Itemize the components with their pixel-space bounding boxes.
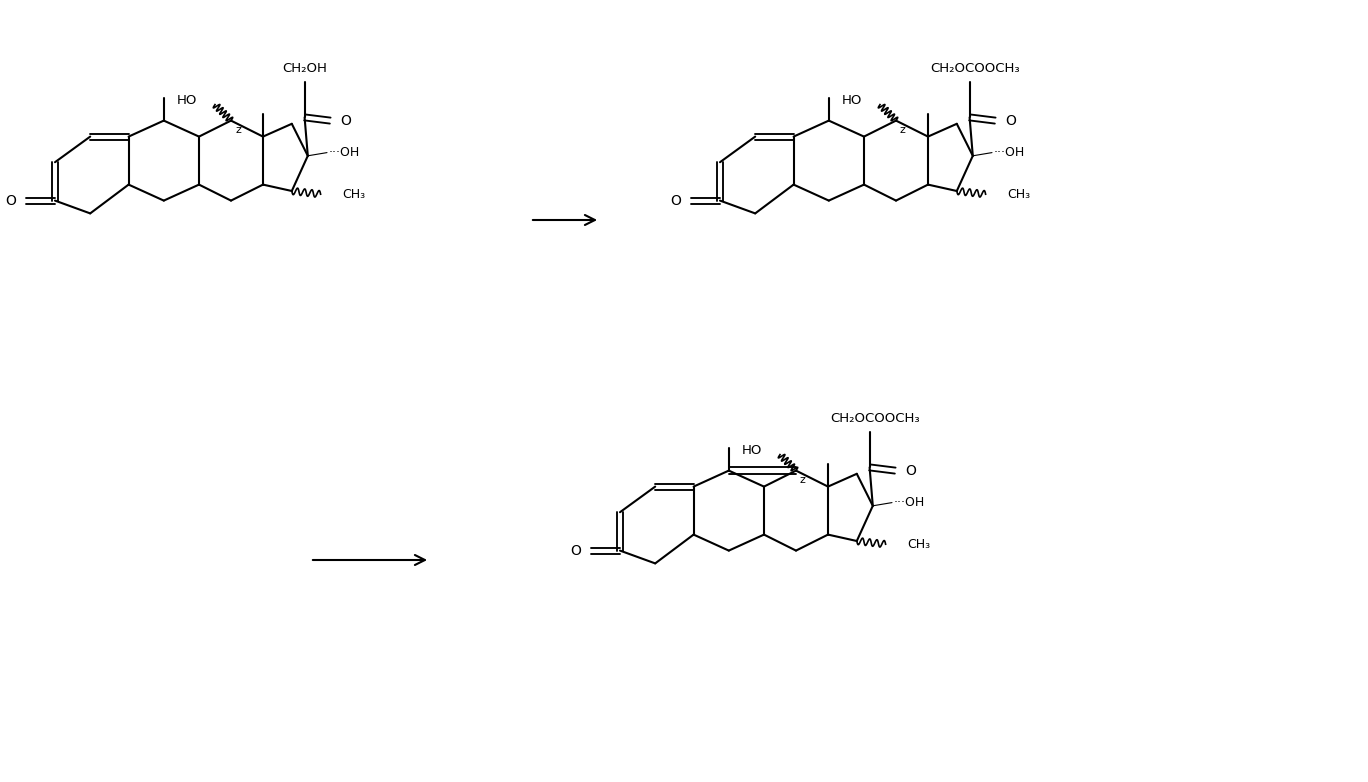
Text: z: z: [235, 124, 241, 135]
Text: O: O: [906, 464, 917, 478]
Text: CH₂OH: CH₂OH: [282, 62, 327, 75]
Text: z: z: [800, 475, 806, 485]
Text: ···OH: ···OH: [328, 146, 360, 159]
Text: O: O: [341, 113, 352, 127]
Text: ···OH: ···OH: [895, 496, 925, 509]
Text: z: z: [900, 124, 906, 135]
Text: HO: HO: [841, 94, 862, 107]
Text: O: O: [570, 543, 581, 558]
Text: O: O: [1005, 113, 1016, 127]
Text: HO: HO: [741, 444, 762, 457]
Text: O: O: [5, 194, 16, 207]
Text: HO: HO: [176, 94, 197, 107]
Text: ···OH: ···OH: [995, 146, 1025, 159]
Text: CH₃: CH₃: [1008, 188, 1030, 201]
Text: CH₃: CH₃: [907, 538, 930, 551]
Text: CH₂OCOOCH₃: CH₂OCOOCH₃: [830, 411, 919, 425]
Text: CH₂OCOOCH₃: CH₂OCOOCH₃: [930, 62, 1019, 75]
Text: O: O: [670, 194, 681, 207]
Text: CH₃: CH₃: [342, 188, 365, 201]
